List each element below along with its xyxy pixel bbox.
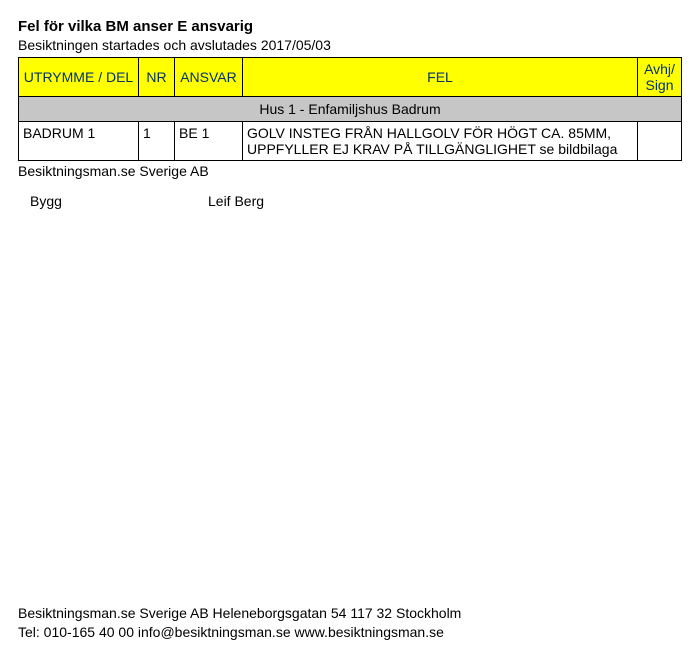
footer-line-2: Tel: 010-165 40 00 info@besiktningsman.s…	[18, 623, 461, 642]
cell-sign	[638, 122, 682, 161]
page-title: Fel för vilka BM anser E ansvarig	[18, 18, 682, 35]
table-header-row: UTRYMME / DEL NR ANSVAR FEL Avhj/ Sign	[19, 58, 682, 97]
table-row: BADRUM 1 1 BE 1 GOLV INSTEG FRÅN HALLGOL…	[19, 122, 682, 161]
page-footer: Besiktningsman.se Sverige AB Heleneborgs…	[18, 604, 461, 642]
cell-ansvar: BE 1	[175, 122, 243, 161]
col-header-ansvar: ANSVAR	[175, 58, 243, 97]
section-label: Hus 1 - Enfamiljshus Badrum	[19, 97, 682, 122]
defects-table: UTRYMME / DEL NR ANSVAR FEL Avhj/ Sign H…	[18, 57, 682, 161]
cell-room: BADRUM 1	[19, 122, 139, 161]
signature-row: Bygg Leif Berg	[18, 193, 682, 209]
page-subtitle: Besiktningen startades och avslutades 20…	[18, 37, 682, 53]
col-header-nr: NR	[139, 58, 175, 97]
col-header-room: UTRYMME / DEL	[19, 58, 139, 97]
footer-line-1: Besiktningsman.se Sverige AB Heleneborgs…	[18, 604, 461, 623]
cell-fel: GOLV INSTEG FRÅN HALLGOLV FÖR HÖGT CA. 8…	[243, 122, 638, 161]
section-row: Hus 1 - Enfamiljshus Badrum	[19, 97, 682, 122]
col-header-fel: FEL	[243, 58, 638, 97]
company-line: Besiktningsman.se Sverige AB	[18, 163, 682, 179]
signature-name: Leif Berg	[208, 193, 264, 209]
signature-category: Bygg	[18, 193, 208, 209]
cell-nr: 1	[139, 122, 175, 161]
col-header-sign: Avhj/ Sign	[638, 58, 682, 97]
